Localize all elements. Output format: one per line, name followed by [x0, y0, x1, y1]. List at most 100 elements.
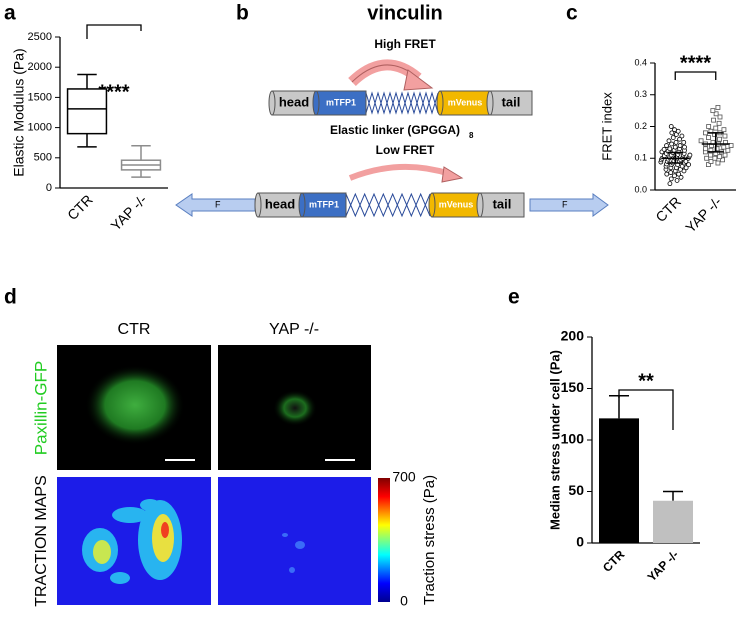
- point: [666, 138, 672, 144]
- linker-subscript: 8: [469, 131, 474, 140]
- x-tick-label: YAP -/-: [645, 547, 682, 584]
- colorbar-label: Traction stress (Pa): [421, 475, 438, 605]
- panel-letter: d: [4, 286, 17, 309]
- linker: [345, 192, 431, 218]
- point: [713, 125, 719, 131]
- panel-letter: b: [236, 2, 249, 25]
- point: [720, 157, 725, 163]
- y-tick-label: 1000: [28, 122, 52, 134]
- point: [708, 159, 714, 164]
- domain-edge: [312, 90, 320, 116]
- point: [677, 136, 683, 142]
- row-title: TRACTION MAPS: [33, 475, 50, 607]
- point: [704, 155, 710, 161]
- point: [679, 133, 685, 139]
- significance-bracket: [618, 389, 674, 430]
- panel-letter: a: [4, 2, 16, 25]
- y-tick-label: 0.3: [634, 89, 647, 99]
- y-tick-label: 50: [568, 482, 584, 498]
- point: [667, 146, 673, 152]
- traction-map: [57, 477, 211, 605]
- y-tick-label: 200: [561, 328, 585, 344]
- column-title: CTR: [118, 321, 151, 338]
- point: [713, 111, 719, 117]
- point: [678, 174, 684, 180]
- point: [664, 143, 669, 148]
- diagram-title: vinculin: [367, 2, 443, 24]
- domain-label: mVenus: [448, 97, 483, 107]
- point: [728, 143, 734, 148]
- y-axis-label: Elastic Modulus (Pa): [11, 48, 27, 176]
- fret-arrow: [348, 163, 451, 181]
- domain-edge: [436, 90, 444, 116]
- y-tick-label: 0: [46, 182, 52, 194]
- point: [687, 152, 693, 158]
- bar: [599, 418, 639, 543]
- point: [672, 173, 677, 179]
- y-axis-label: Median stress under cell (Pa): [547, 350, 562, 530]
- box: [66, 88, 108, 135]
- point: [722, 133, 728, 139]
- domain-edge: [476, 192, 484, 218]
- point: [708, 152, 713, 158]
- y-tick-label: 2000: [28, 61, 52, 73]
- point: [667, 181, 673, 187]
- linker-label: Elastic linker (GPGGA): [330, 123, 460, 137]
- y-axis-label: FRET index: [599, 92, 614, 161]
- point: [698, 138, 704, 144]
- point: [669, 141, 675, 147]
- domain-edge: [298, 192, 306, 218]
- force-arrow: [529, 193, 609, 217]
- y-tick-label: 500: [34, 152, 52, 164]
- point: [712, 155, 718, 161]
- point: [722, 152, 728, 158]
- row-title: Paxillin-GFP: [31, 361, 50, 455]
- force-label: F: [215, 199, 221, 209]
- point: [711, 117, 716, 123]
- domain-edge: [254, 192, 262, 218]
- significance-bracket: [674, 71, 717, 80]
- domain: [439, 90, 491, 116]
- point: [717, 154, 723, 160]
- point: [672, 127, 677, 133]
- x-tick-label: CTR: [64, 191, 96, 223]
- point: [715, 160, 721, 166]
- point: [703, 130, 708, 136]
- point: [676, 171, 682, 177]
- domain-label: head: [265, 196, 295, 211]
- y-tick-label: 150: [561, 379, 585, 395]
- high-fret-label: High FRET: [374, 37, 436, 51]
- colorbar-tick-label: 700: [392, 469, 416, 485]
- significance-bracket: [86, 24, 142, 39]
- panel-letter: e: [508, 286, 520, 309]
- point: [703, 146, 708, 152]
- y-tick-label: 1500: [28, 91, 52, 103]
- domain-label: head: [279, 94, 309, 109]
- fret-arrow-head: [441, 166, 464, 183]
- bar: [653, 500, 693, 543]
- point: [717, 136, 722, 142]
- low-fret-label: Low FRET: [376, 143, 435, 157]
- y-tick-label: 0: [576, 534, 584, 550]
- domain-label: tail: [493, 196, 512, 211]
- y-tick-label: 100: [561, 431, 585, 447]
- point: [706, 124, 712, 129]
- traction-map: [218, 477, 371, 605]
- panel-letter: c: [566, 2, 578, 25]
- domain: [315, 90, 367, 116]
- point: [670, 135, 676, 141]
- significance-label: ****: [680, 52, 711, 74]
- force-label: F: [562, 199, 568, 209]
- x-tick-label: YAP -/-: [107, 191, 150, 234]
- y-tick-label: 2500: [28, 31, 52, 43]
- traction-hotspots: [282, 533, 305, 573]
- point: [668, 170, 674, 175]
- point: [681, 139, 687, 145]
- domain-edge: [486, 90, 494, 116]
- y-tick-label: 0.0: [634, 184, 647, 194]
- linker: [365, 91, 439, 115]
- domain-edge: [428, 192, 436, 218]
- point: [706, 135, 711, 141]
- cell: [273, 390, 317, 426]
